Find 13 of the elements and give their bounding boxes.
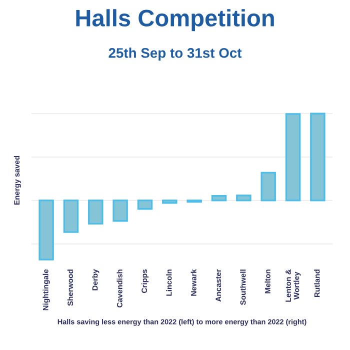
chart-title: Halls Competition	[76, 9, 274, 32]
bar	[137, 200, 153, 210]
bar	[260, 172, 276, 202]
bar	[285, 113, 301, 202]
bar	[112, 200, 128, 222]
bar	[211, 195, 227, 202]
bar	[310, 112, 326, 202]
chart-subtitle: 25th Sep to 31st Oct	[108, 48, 242, 61]
bar	[63, 200, 79, 233]
bar	[38, 200, 54, 260]
bar	[162, 200, 178, 204]
bar	[88, 200, 104, 224]
bar	[236, 194, 252, 202]
